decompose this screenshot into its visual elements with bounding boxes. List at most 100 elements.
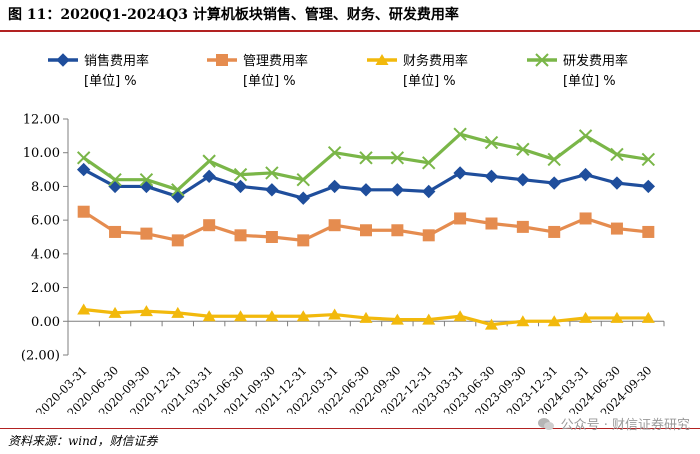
legend-marker [216,54,228,66]
y-tick-label: 2.00 [31,281,60,296]
data-point [139,305,153,317]
data-point [296,191,310,205]
data-point [296,310,310,322]
x-stroke-b [108,172,122,187]
data-point [265,310,279,322]
data-point [484,318,498,330]
data-point [202,169,216,184]
chart-legend: 销售费用率 [单位] % 管理费用率 [单位] % 财务费用率 [单位] % 研发费用率 [单… [48,53,628,89]
legend-unit: [单位] % [403,74,456,89]
data-point [359,151,373,165]
data-point [77,205,90,218]
data-point [77,303,91,315]
wechat-icon [537,417,554,430]
x-stroke-b [422,156,436,170]
data-point [327,179,342,194]
data-point [109,225,122,238]
data-point [641,179,656,194]
data-point [516,142,530,157]
x-stroke-b [547,152,561,167]
x-stroke-b [578,129,593,143]
data-point [234,310,248,322]
y-tick-label: 12.00 [23,113,60,128]
legend-name: 销售费用率 [84,53,149,69]
data-point [391,224,404,237]
series-3 [77,303,655,330]
data-point [265,231,278,243]
x-stroke-b [641,152,656,167]
legend-marker [56,53,70,67]
x-stroke-b [390,151,405,165]
y-tick-label: (2.00) [21,349,60,364]
data-point [453,127,467,141]
x-stroke-b [202,154,216,168]
x-stroke-b [359,151,373,165]
data-point [547,315,561,327]
y-tick-label: 0.00 [31,315,60,330]
data-point [422,229,435,242]
data-point [641,311,655,323]
watermark: 公众号 · 财信证券研究 [537,414,690,433]
source-note: 资料来源：wind，财信证券 [8,434,158,448]
data-point [578,167,593,182]
watermark-text: 公众号 · 财信证券研究 [560,418,690,433]
data-point [579,212,592,225]
data-point [328,308,342,320]
data-point [233,167,248,182]
x-stroke-b [453,127,467,141]
x-stroke-b [171,183,185,197]
data-point [453,310,467,322]
data-point [642,225,655,238]
legend-marker [375,54,389,65]
data-point [484,135,499,150]
legend-item-2: 管理费用率 [单位] % [207,53,308,89]
data-point [140,227,153,240]
data-point [234,229,247,242]
page-title: 图 11：2020Q1-2024Q3 计算机板块销售、管理、财务、研发费用率 [8,7,459,23]
data-point [108,172,122,187]
data-point [171,234,184,247]
y-tick-label: 10.00 [23,146,60,161]
legend-item-4: 研发费用率 [单位] % [527,53,628,89]
x-stroke-b [265,166,279,180]
y-tick-label: 4.00 [31,247,60,262]
legend-item-1: 销售费用率 [单位] % [48,53,149,89]
data-point [484,169,499,184]
data-point [327,146,342,160]
x-stroke-b [535,53,549,67]
title-rule [0,30,700,32]
data-point [547,176,561,190]
legend-item-3: 财务费用率 [单位] % [367,53,468,89]
x-stroke-b [76,151,91,165]
x-stroke-b [296,172,310,187]
data-point [485,217,498,230]
data-point [579,311,593,323]
data-point [171,306,185,318]
chart-series [76,127,656,330]
line-chart: 销售费用率 [单位] % 管理费用率 [单位] % 财务费用率 [单位] % 研发费用率 [单… [21,53,665,414]
data-point [171,183,185,197]
data-point [359,311,373,323]
data-point [76,151,91,165]
data-point [641,152,656,167]
x-stroke-b [327,146,342,160]
data-point [296,172,310,187]
data-point [108,179,122,194]
x-stroke-b [610,147,624,162]
data-point [454,212,467,225]
x-stroke-b [233,167,248,182]
x-stroke-b [516,142,530,157]
data-point [610,176,624,190]
data-point [390,313,404,325]
data-point [202,310,216,322]
data-point [610,222,623,235]
series-1 [76,162,656,205]
data-point [610,311,624,323]
data-point [610,147,624,162]
y-tick-label: 6.00 [31,214,60,229]
data-point [578,129,593,143]
x-stroke-b [139,172,154,187]
data-point [139,172,154,187]
legend-unit: [单位] % [243,74,296,89]
footer-rule [0,428,700,429]
